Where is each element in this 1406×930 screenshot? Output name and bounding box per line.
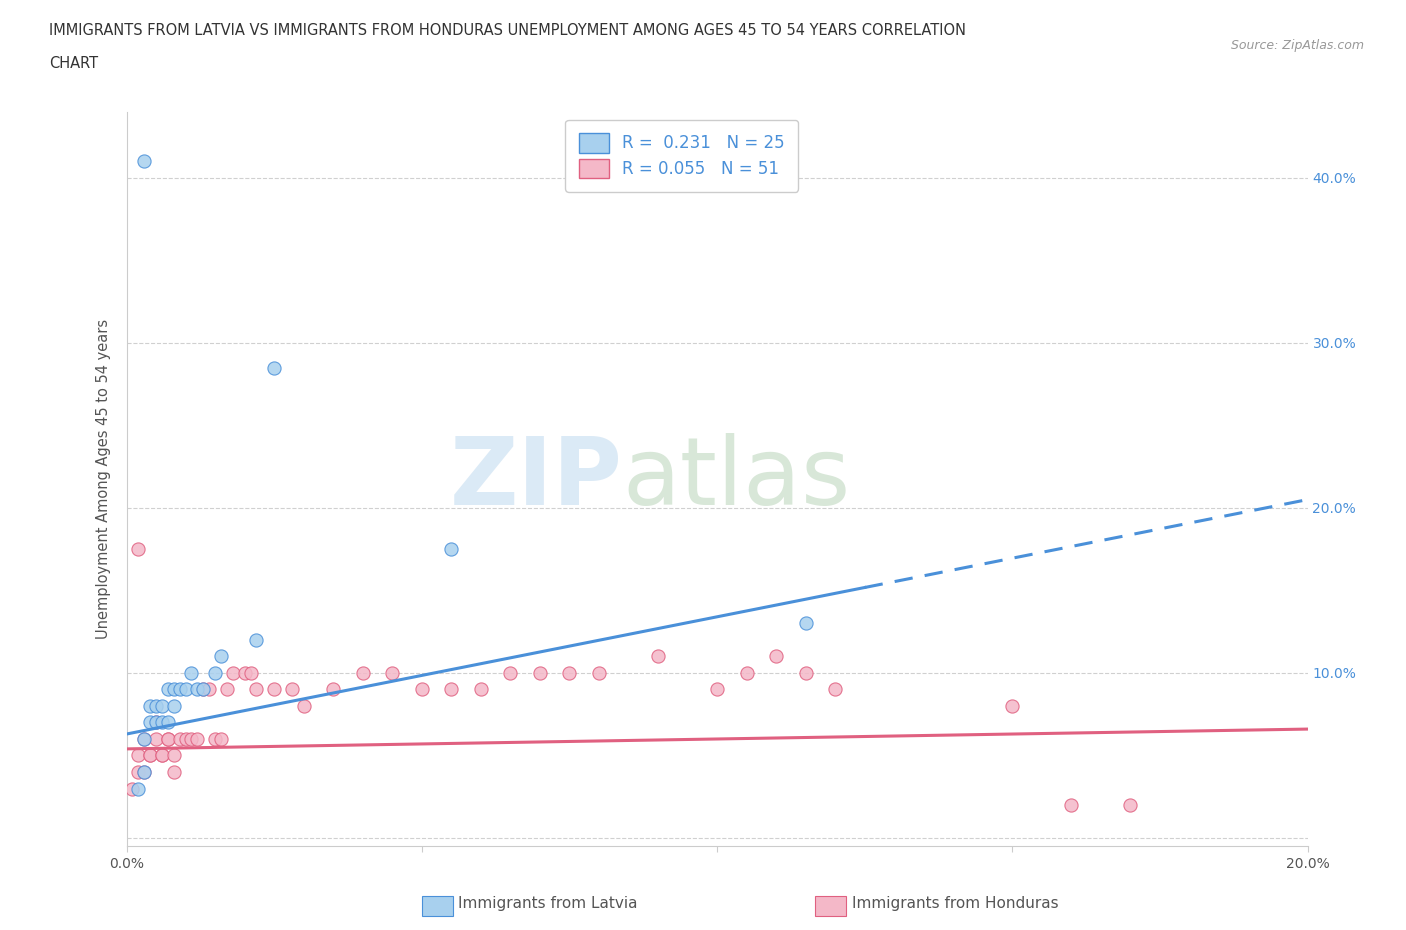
Point xyxy=(558,666,581,681)
Point xyxy=(163,698,186,713)
Point xyxy=(352,666,374,681)
Point xyxy=(139,748,162,763)
Text: IMMIGRANTS FROM LATVIA VS IMMIGRANTS FROM HONDURAS UNEMPLOYMENT AMONG AGES 45 TO: IMMIGRANTS FROM LATVIA VS IMMIGRANTS FRO… xyxy=(49,23,966,38)
Point xyxy=(1060,798,1083,813)
Y-axis label: Unemployment Among Ages 45 to 54 years: Unemployment Among Ages 45 to 54 years xyxy=(96,319,111,639)
Point xyxy=(134,764,156,779)
Point xyxy=(233,666,256,681)
Point xyxy=(440,541,463,556)
Point xyxy=(198,682,221,697)
Point xyxy=(163,682,186,697)
Point xyxy=(169,732,191,747)
Point xyxy=(134,732,156,747)
Point xyxy=(1001,698,1024,713)
Point xyxy=(245,632,267,647)
Point xyxy=(245,682,267,697)
Point xyxy=(381,666,404,681)
Text: CHART: CHART xyxy=(49,56,98,71)
Point xyxy=(121,781,143,796)
Point xyxy=(163,764,186,779)
Point xyxy=(134,732,156,747)
Point xyxy=(134,153,156,168)
Point xyxy=(163,748,186,763)
Point xyxy=(322,682,344,697)
Point xyxy=(174,682,197,697)
Point xyxy=(281,682,304,697)
Point xyxy=(588,666,610,681)
Point xyxy=(169,682,191,697)
Point xyxy=(193,682,215,697)
Point xyxy=(134,764,156,779)
Point xyxy=(186,682,208,697)
Point xyxy=(204,666,226,681)
Point xyxy=(156,732,179,747)
Point xyxy=(145,732,167,747)
Point xyxy=(145,715,167,730)
Point xyxy=(735,666,758,681)
Point xyxy=(794,666,817,681)
Point xyxy=(127,748,149,763)
Point xyxy=(193,682,215,697)
Point xyxy=(215,682,238,697)
Point xyxy=(292,698,315,713)
Point xyxy=(139,715,162,730)
Point xyxy=(209,732,232,747)
Point xyxy=(150,748,173,763)
Point xyxy=(222,666,245,681)
Point xyxy=(499,666,522,681)
Point xyxy=(470,682,492,697)
Point xyxy=(180,732,202,747)
Point xyxy=(139,748,162,763)
Point xyxy=(204,732,226,747)
Point xyxy=(150,748,173,763)
Text: Immigrants from Latvia: Immigrants from Latvia xyxy=(458,897,638,911)
Point xyxy=(156,682,179,697)
Text: atlas: atlas xyxy=(623,433,851,525)
Point xyxy=(186,732,208,747)
Point xyxy=(139,698,162,713)
Point xyxy=(765,649,787,664)
Text: Immigrants from Honduras: Immigrants from Honduras xyxy=(852,897,1059,911)
Point xyxy=(411,682,433,697)
Point xyxy=(1119,798,1142,813)
Point xyxy=(529,666,551,681)
Point xyxy=(209,649,232,664)
Text: ZIP: ZIP xyxy=(450,433,623,525)
Point xyxy=(706,682,728,697)
Point xyxy=(440,682,463,697)
Point xyxy=(156,732,179,747)
Point xyxy=(127,764,149,779)
Point xyxy=(174,732,197,747)
Point xyxy=(145,715,167,730)
Point xyxy=(239,666,262,681)
Point xyxy=(263,682,285,697)
Point xyxy=(794,616,817,631)
Point xyxy=(150,698,173,713)
Point xyxy=(127,541,149,556)
Point xyxy=(647,649,669,664)
Legend: R =  0.231   N = 25, R = 0.055   N = 51: R = 0.231 N = 25, R = 0.055 N = 51 xyxy=(565,120,799,192)
Point xyxy=(150,715,173,730)
Point xyxy=(156,715,179,730)
Point xyxy=(127,781,149,796)
Point xyxy=(263,360,285,375)
Point xyxy=(824,682,846,697)
Text: Source: ZipAtlas.com: Source: ZipAtlas.com xyxy=(1230,39,1364,52)
Point xyxy=(145,698,167,713)
Point xyxy=(180,666,202,681)
